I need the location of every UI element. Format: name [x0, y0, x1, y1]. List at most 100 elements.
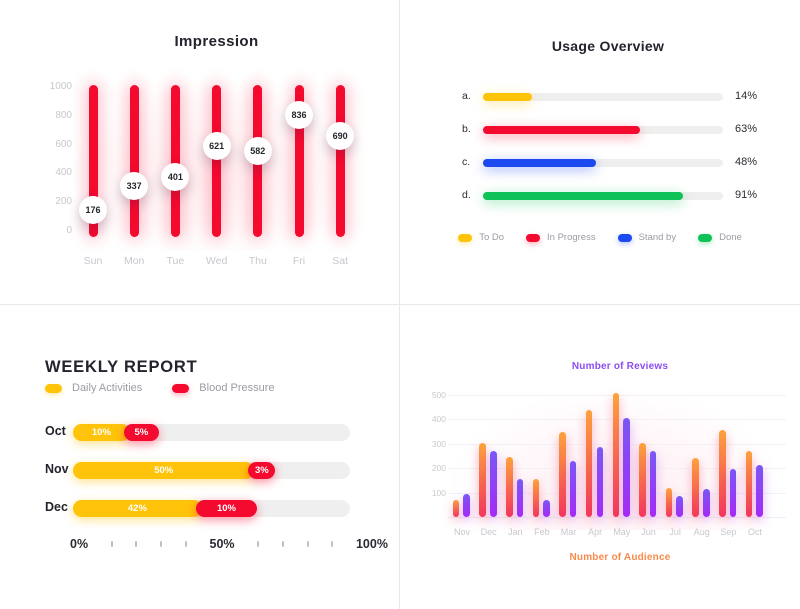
month-label-nov: Nov	[453, 527, 470, 537]
audience-series-title: Number of Audience	[569, 552, 671, 563]
legend-swatch-daily-activities	[45, 383, 62, 393]
usage-overview-legend: To Do In Progress Stand by Done	[400, 232, 800, 243]
weekly-bar-track-oct: 10% 5%	[73, 423, 350, 441]
reviews-bar-aug	[703, 488, 710, 517]
reviews-bar-apr	[596, 447, 604, 517]
usage-legend-item-to-do: To Do	[458, 232, 504, 243]
reviews-audience-chart: 500 400 300 200 100 Nov Dec Jan Feb Mar Apr May Jun J…	[400, 305, 800, 609]
reviews-bar-jul	[676, 496, 683, 517]
y-axis-label-500: 500	[431, 390, 446, 400]
month-label-jun: Jun	[641, 527, 656, 537]
legend-label-to-do: To Do	[479, 232, 505, 243]
usage-progress-fill-to-do	[483, 93, 533, 101]
reviews-bar-dec	[489, 451, 497, 517]
impression-slider-track-wed[interactable]	[212, 85, 222, 237]
impression-y-tick-200: 200	[55, 196, 72, 208]
impression-slider-track-sun[interactable]	[88, 85, 98, 237]
impression-title: Impression	[174, 33, 259, 50]
reviews-bar-jan	[516, 479, 524, 517]
usage-row-label-stand-by: c.	[462, 156, 471, 168]
weekly-segment-dec-blood-pressure: 10%	[195, 499, 258, 517]
usage-legend-item-done: Done	[698, 232, 742, 243]
impression-slider-handle-mon[interactable]: 337	[120, 172, 149, 201]
usage-legend-item-in-progress: In Progress	[526, 232, 596, 243]
month-label-jul: Jul	[669, 527, 681, 537]
reviews-bar-feb	[543, 499, 550, 517]
impression-slider-track-mon[interactable]	[129, 85, 139, 237]
usage-percent-label-done: 91%	[735, 189, 758, 201]
usage-row-label-done: d.	[462, 189, 471, 201]
horizontal-divider	[0, 304, 800, 305]
impression-slider-track-sat[interactable]	[335, 85, 345, 237]
usage-progress-track-in-progress	[483, 126, 723, 134]
impression-slider-handle-wed[interactable]: 621	[202, 131, 231, 160]
legend-label-done: Done	[719, 232, 742, 243]
usage-percent-label-in-progress: 63%	[735, 123, 758, 135]
impression-y-tick-800: 800	[55, 109, 72, 121]
usage-progress-fill-in-progress	[483, 126, 641, 134]
weekly-axis-tick	[306, 541, 309, 547]
weekly-axis-tick	[257, 541, 260, 547]
weekly-bar-track-nov: 50% 3%	[73, 461, 350, 479]
usage-legend-item-stand-by: Stand by	[617, 232, 677, 243]
legend-swatch-done	[698, 233, 713, 242]
weekly-legend-item-blood-pressure: Blood Pressure	[172, 382, 275, 394]
weekly-legend-item-daily-activities: Daily Activities	[45, 382, 142, 394]
usage-row-label-in-progress: b.	[462, 123, 471, 135]
impression-slider-handle-fri[interactable]: 836	[285, 100, 313, 129]
weekly-axis-label-0-: 0%	[70, 537, 89, 551]
reviews-bar-jun	[649, 451, 657, 517]
impression-y-tick-1000: 1000	[49, 81, 72, 92]
weekly-axis-tick	[135, 541, 138, 547]
reviews-audience-panel: Number of Reviews 500 400 300 200 100 Nov Dec J…	[400, 305, 800, 609]
weekly-month-label-dec: Dec	[45, 500, 68, 514]
impression-slider-track-tue[interactable]	[170, 85, 180, 237]
weekly-segment-oct-blood-pressure: 5%	[123, 423, 159, 441]
impression-day-label-mon: Mon	[123, 255, 145, 267]
usage-progress-track-to-do	[483, 93, 723, 101]
impression-slider-handle-sun[interactable]: 176	[79, 195, 107, 224]
audience-bar-mar	[559, 431, 566, 517]
weekly-bar-track-dec: 42% 10%	[73, 499, 350, 517]
weekly-month-label-oct: Oct	[45, 424, 66, 438]
usage-progress-fill-stand-by	[483, 159, 596, 167]
legend-label-stand-by: Stand by	[638, 232, 677, 243]
weekly-axis-tick	[184, 541, 187, 547]
weekly-segment-dec-daily-activities: 42%	[73, 499, 202, 517]
weekly-report-panel: WEEKLY REPORT Daily Activities Blood Pres…	[0, 305, 399, 609]
weekly-segment-nov-daily-activities: 50%	[73, 461, 255, 479]
usage-overview-title: Usage Overview	[551, 38, 665, 54]
weekly-segment-oct-daily-activities: 10%	[73, 423, 130, 441]
weekly-report-legend: Daily Activities Blood Pressure	[45, 382, 275, 394]
weekly-axis-label-100-: 100%	[355, 537, 388, 551]
reviews-bar-sep	[729, 469, 737, 517]
legend-label-in-progress: In Progress	[547, 232, 596, 243]
weekly-axis-label-50-: 50%	[209, 537, 235, 551]
reviews-bar-nov	[463, 493, 470, 517]
impression-day-label-tue: Tue	[166, 255, 185, 267]
audience-bar-jun	[639, 442, 646, 517]
month-label-apr: Apr	[588, 527, 603, 537]
legend-label-blood-pressure: Blood Pressure	[199, 382, 275, 394]
impression-y-tick-0: 0	[66, 225, 72, 236]
weekly-axis-tick	[160, 541, 163, 547]
y-axis-label-300: 300	[431, 438, 446, 449]
impression-day-label-sun: Sun	[83, 255, 103, 267]
usage-percent-label-to-do: 14%	[735, 90, 758, 102]
weekly-report-chart: Oct 10% 5% Nov 50% 3% Dec 42% 10%	[0, 305, 399, 609]
impression-slider-handle-tue[interactable]: 401	[161, 163, 190, 192]
impression-slider-handle-thu[interactable]: 582	[243, 137, 272, 166]
impression-slider-handle-sat[interactable]: 690	[326, 121, 355, 150]
weekly-axis-tick	[110, 541, 113, 547]
reviews-bar-may	[623, 418, 630, 517]
x-axis-line	[448, 517, 786, 518]
audience-bar-aug	[692, 458, 700, 517]
impression-slider-track-fri[interactable]	[294, 85, 304, 237]
y-axis-label-100: 100	[431, 487, 446, 498]
usage-percent-label-stand-by: 48%	[735, 156, 758, 168]
impression-day-label-thu: Thu	[248, 255, 267, 267]
audience-bar-may	[612, 392, 620, 517]
weekly-month-label-nov: Nov	[45, 462, 69, 476]
audience-bar-feb	[532, 479, 540, 517]
